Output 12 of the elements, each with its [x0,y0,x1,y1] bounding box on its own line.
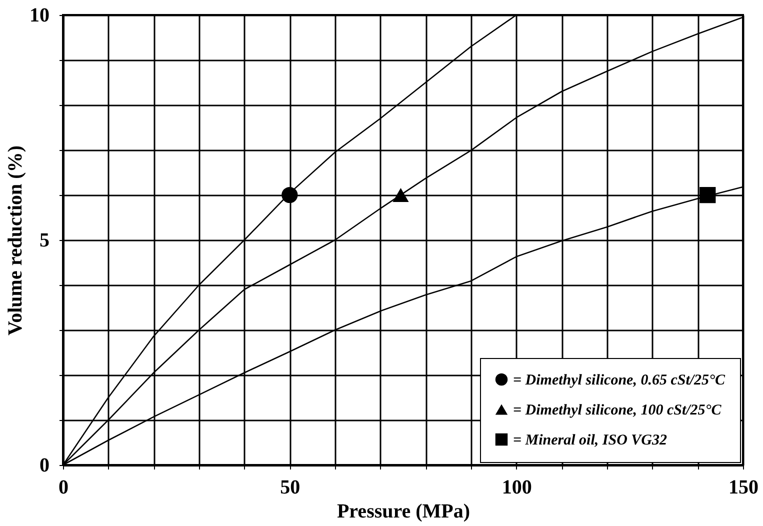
y-axis-title: Volume reduction (%) [4,146,26,336]
y-tick-label: 10 [30,4,50,26]
legend-label: = Mineral oil, ISO VG32 [513,432,668,448]
legend-label: = Dimethyl silicone, 0.65 cSt/25°C [513,372,726,388]
y-tick-label: 5 [40,230,50,252]
y-tick-label: 0 [40,454,50,476]
x-axis-title: Pressure (MPa) [336,500,470,522]
x-tick-label: 0 [58,476,68,498]
legend-label: = Dimethyl silicone, 100 cSt/25°C [513,402,722,418]
x-tick-label: 150 [728,476,758,498]
x-tick-label: 50 [280,476,300,498]
x-tick-label: 100 [502,476,532,498]
